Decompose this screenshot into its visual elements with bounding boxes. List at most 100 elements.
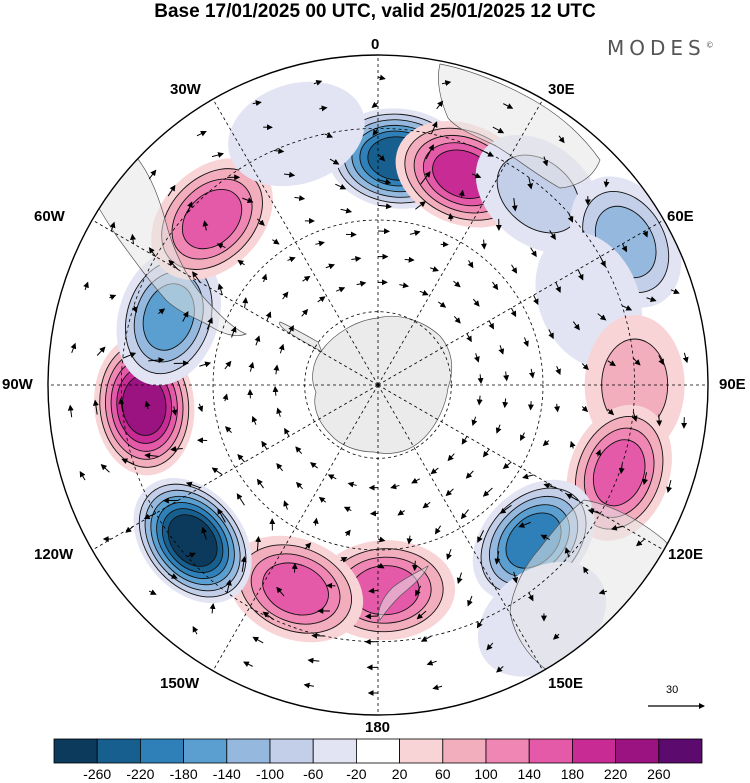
wind-vector [92,399,99,415]
wind-vector [430,266,439,272]
wind-vector [453,315,461,324]
wind-vector [100,464,110,473]
wind-vector [465,470,474,479]
wind-vector [488,320,494,330]
wind-vector [225,579,232,593]
wind-vector [495,424,502,434]
wind-vector [540,534,550,541]
map-boundary-circle [47,54,709,716]
wind-vector [351,255,362,262]
wind-vector [336,286,346,293]
wind-vector [340,207,353,214]
colorbar-tick-label: -140 [212,766,241,782]
wind-vector [670,288,680,295]
wind-vector [335,183,347,190]
wind-vector [542,439,550,447]
lon-label-120w: 120W [34,546,74,563]
lon-label-90e: 90E [719,376,746,393]
wind-vector [211,467,223,476]
wind-vector [581,405,589,413]
wind-vector [144,400,151,410]
wind-vector [261,440,268,450]
wind-vector [492,281,499,291]
anomaly-field [94,81,685,677]
wind-vector [480,239,487,250]
wind-vector [224,360,232,370]
wind-vector [467,595,473,607]
wind-vector [409,230,421,236]
wind-vector [368,587,379,594]
wind-vector [642,230,648,238]
colorbar-tick-label: -180 [169,766,198,782]
wind-vector [295,481,303,490]
wind-vector [406,535,413,545]
wind-vector [453,280,461,288]
wind-vector [476,619,483,629]
colorbar-tick-label: 20 [391,766,408,782]
wind-vector [237,453,246,463]
wind-vector [251,415,258,425]
wind-vector [202,220,209,231]
wind-vector [109,294,117,301]
wind-vector [356,280,367,287]
reference-vector-label: 30 [666,684,679,696]
colorbar-tick-label: -100 [255,766,285,782]
lon-label-60w: 60W [34,208,65,225]
wind-vector [377,562,385,569]
wind-vector [482,487,493,497]
wind-vector [118,397,125,412]
wind-vector [466,333,472,343]
wind-vector [552,633,560,640]
wind-vector [471,172,482,179]
wind-vector [646,296,657,303]
wind-vector [242,197,254,204]
wind-vector [390,483,400,490]
wind-vector [243,661,253,667]
wind-vector [144,452,159,459]
meridian-line [377,99,544,386]
meridian-line [92,384,379,551]
wind-vector [460,509,469,520]
wind-vector [216,243,226,249]
wind-vector [482,150,494,157]
wind-vector [658,355,664,366]
wind-vector [96,346,106,356]
wind-vector [186,201,193,214]
landmass-new-zealand [378,565,429,621]
wind-vector [187,552,196,559]
negative-anomaly-contour [228,81,365,187]
wind-vector [262,611,274,620]
wind-vector [256,478,264,489]
meridian-line [92,219,379,386]
lon-label-60e: 60E [667,208,694,225]
wind-vector [523,337,529,348]
wind-vector [482,448,490,458]
wind-vector [343,506,352,513]
colorbar-tick-label: 100 [474,766,498,782]
positive-anomaly-contour [181,188,243,250]
colorbar-swatch [399,738,444,764]
wind-vector [532,294,539,306]
wind-vector [569,440,576,449]
wind-vector [209,602,216,614]
wind-vector [477,374,484,385]
wind-vector [415,201,426,210]
wind-vector [558,135,565,144]
wind-vector [377,153,386,162]
wind-vector [528,368,535,379]
brand-name: MODES [607,36,706,60]
wind-vector [121,458,135,465]
wind-vector [70,342,77,353]
wind-vector [555,282,561,293]
wind-vector [276,407,283,417]
wind-vector [502,398,509,409]
wind-vector [477,530,485,543]
wind-vector [567,213,574,223]
wind-vector [329,158,340,165]
wind-vector [438,301,447,308]
wind-vector [261,273,268,283]
wind-vector [377,74,386,81]
wind-vector [125,525,134,533]
wind-vector [201,526,207,540]
